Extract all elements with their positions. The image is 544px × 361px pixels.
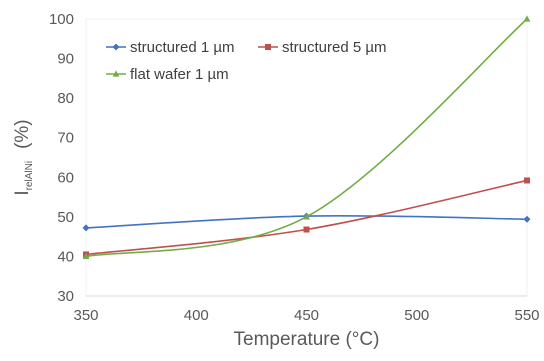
x-tick-label: 350 [73,307,98,324]
y-tick-label: 90 [57,51,74,68]
x-tick-label: 500 [404,307,429,324]
legend-swatch-marker [112,70,120,77]
y-axis-title-subscript: relAlNi [24,161,35,190]
data-point-flat-wafer-1-m [303,213,310,220]
x-axis-title: Temperature (°C) [234,329,380,350]
y-axis-title: IrelAlNi (%) [12,119,35,195]
legend-label: structured 5 µm [282,39,387,56]
x-tick-label: 400 [184,307,209,324]
legend-item-structured-5-m: structured 5 µm [258,39,387,56]
y-axis-title-main: I [12,190,33,195]
legend: structured 1 µm structured 5 µm flat wafer… [106,39,387,83]
x-tick-label: 550 [514,307,539,324]
data-point-structured-1-m [82,224,90,232]
data-point-flat-wafer-1-m [523,15,531,22]
data-point-structured-5-m [303,226,310,233]
x-tick-label: 450 [294,307,319,324]
axes-layer: 350 400 450 500 550 30 40 50 60 70 80 90 100 [49,11,540,324]
y-tick-label: 30 [57,288,74,305]
legend-label: structured 1 µm [130,39,235,56]
series-layer [82,15,531,260]
y-axis-title-unit: (%) [12,119,33,149]
y-tick-label: 60 [57,169,74,186]
legend-item-flat-wafer-1-m: flat wafer 1 µm [106,66,229,83]
data-point-structured-5-m [524,177,530,184]
legend-item-structured-1-m: structured 1 µm [106,39,235,56]
legend-label: flat wafer 1 µm [130,66,229,83]
data-point-structured-1-m [523,215,531,223]
legend-swatch-marker [265,44,271,50]
y-tick-label: 100 [49,11,74,28]
y-tick-label: 50 [57,209,74,226]
legend-swatch-marker [112,43,120,51]
plot-frame [85,18,528,297]
y-tick-label: 80 [57,90,74,107]
y-tick-label: 40 [57,248,74,265]
y-tick-label: 70 [57,130,74,147]
data-point-flat-wafer-1-m [82,252,90,260]
